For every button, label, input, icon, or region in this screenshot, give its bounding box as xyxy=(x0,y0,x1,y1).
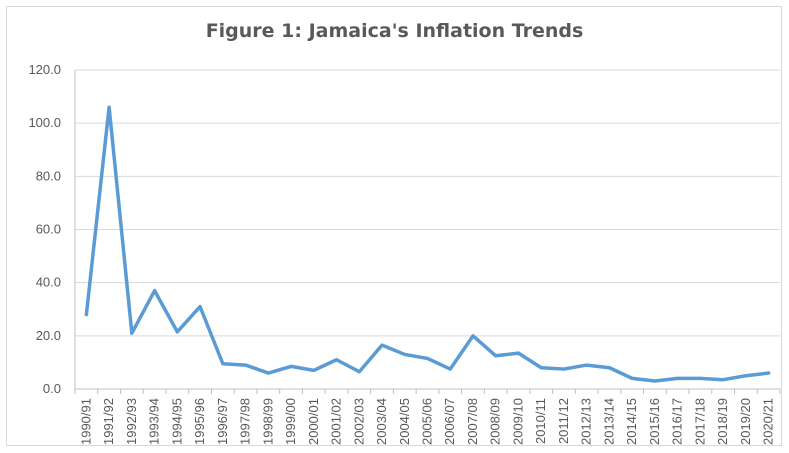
x-tick-label: 1992/93 xyxy=(124,398,139,445)
data-point xyxy=(426,356,429,360)
x-axis-ticks: 1990/91 1991/92 1992/93 1993/94 1994/95 1995/… xyxy=(78,398,775,445)
data-point xyxy=(448,367,452,371)
data-point xyxy=(585,363,589,367)
x-tick-label: 2006/07 xyxy=(442,398,457,445)
y-tick-label: 20.0 xyxy=(36,328,61,343)
x-tick-label: 1991/92 xyxy=(101,398,116,445)
data-point xyxy=(107,105,111,109)
data-point xyxy=(539,366,543,370)
y-tick-label: 80.0 xyxy=(36,168,61,183)
x-tick-label: 2014/15 xyxy=(624,398,639,445)
x-axis xyxy=(74,70,781,394)
gridlines xyxy=(75,69,780,337)
series xyxy=(84,105,771,383)
data-point xyxy=(516,351,520,355)
y-tick-label: 100.0 xyxy=(28,115,61,130)
data-point xyxy=(676,376,680,380)
data-point xyxy=(357,370,361,374)
data-point xyxy=(494,354,498,358)
x-tick-label: 2011/12 xyxy=(556,398,571,444)
data-point xyxy=(130,331,134,335)
data-point xyxy=(244,363,248,367)
x-tick-label: 1994/95 xyxy=(169,398,184,445)
data-point xyxy=(380,343,384,347)
x-tick-label: 1995/96 xyxy=(192,398,207,445)
data-point xyxy=(698,376,702,380)
x-tick-label: 2017/18 xyxy=(692,398,707,445)
x-tick-label: 2008/09 xyxy=(488,398,503,445)
series-line xyxy=(84,105,771,383)
data-point xyxy=(471,334,475,338)
data-point xyxy=(721,378,725,382)
x-tick-label: 2001/02 xyxy=(329,398,344,445)
x-tick-label: 2020/21 xyxy=(761,398,776,445)
y-tick-label: 60.0 xyxy=(36,222,61,237)
x-tick-label: 2012/13 xyxy=(579,398,594,445)
y-axis-ticks: 0.0 20.0 40.0 60.0 80.0 100.0 120.0 xyxy=(28,62,61,396)
x-tick-label: 1993/94 xyxy=(147,398,162,445)
x-tick-label: 2004/05 xyxy=(397,398,412,445)
data-point xyxy=(767,371,771,375)
x-tick-label: 2010/11 xyxy=(533,398,548,444)
x-tick-label: 2013/14 xyxy=(601,398,616,445)
data-point xyxy=(607,366,611,370)
x-tick-label: 2015/16 xyxy=(647,398,662,445)
data-point xyxy=(266,371,270,375)
x-tick-label: 2009/10 xyxy=(510,398,525,445)
x-tick-label: 2003/04 xyxy=(374,398,389,445)
x-tick-label: 1990/91 xyxy=(78,398,93,445)
x-tick-label: 2019/20 xyxy=(738,398,753,445)
data-point xyxy=(744,374,748,378)
data-point xyxy=(289,364,293,368)
x-tick-label: 1998/99 xyxy=(260,398,275,445)
data-point xyxy=(175,330,179,334)
data-point xyxy=(562,367,566,371)
x-tick-label: 2005/06 xyxy=(420,398,435,445)
data-point xyxy=(653,379,657,383)
x-tick-label: 2016/17 xyxy=(670,398,685,445)
y-tick-label: 40.0 xyxy=(36,275,61,290)
x-tick-label: 1999/00 xyxy=(283,398,298,445)
data-point xyxy=(335,358,339,362)
data-point xyxy=(153,289,157,293)
y-tick-label: 120.0 xyxy=(28,62,61,77)
y-tick-label: 0.0 xyxy=(43,381,61,396)
x-tick-label: 2007/08 xyxy=(465,398,480,445)
data-point xyxy=(84,313,88,317)
x-tick-label: 2002/03 xyxy=(351,398,366,445)
chart-title: Figure 1: Jamaica's Inflation Trends xyxy=(205,20,584,42)
x-tick-label: 1996/97 xyxy=(215,398,230,445)
data-point xyxy=(403,352,407,356)
x-tick-label: 2000/01 xyxy=(306,398,321,445)
chart-frame xyxy=(6,6,782,446)
data-point xyxy=(198,305,202,309)
data-point xyxy=(221,362,225,366)
data-point xyxy=(312,368,316,372)
x-tick-label: 1997/98 xyxy=(238,398,253,445)
x-tick-label: 2018/19 xyxy=(715,398,730,445)
data-point xyxy=(630,376,634,380)
